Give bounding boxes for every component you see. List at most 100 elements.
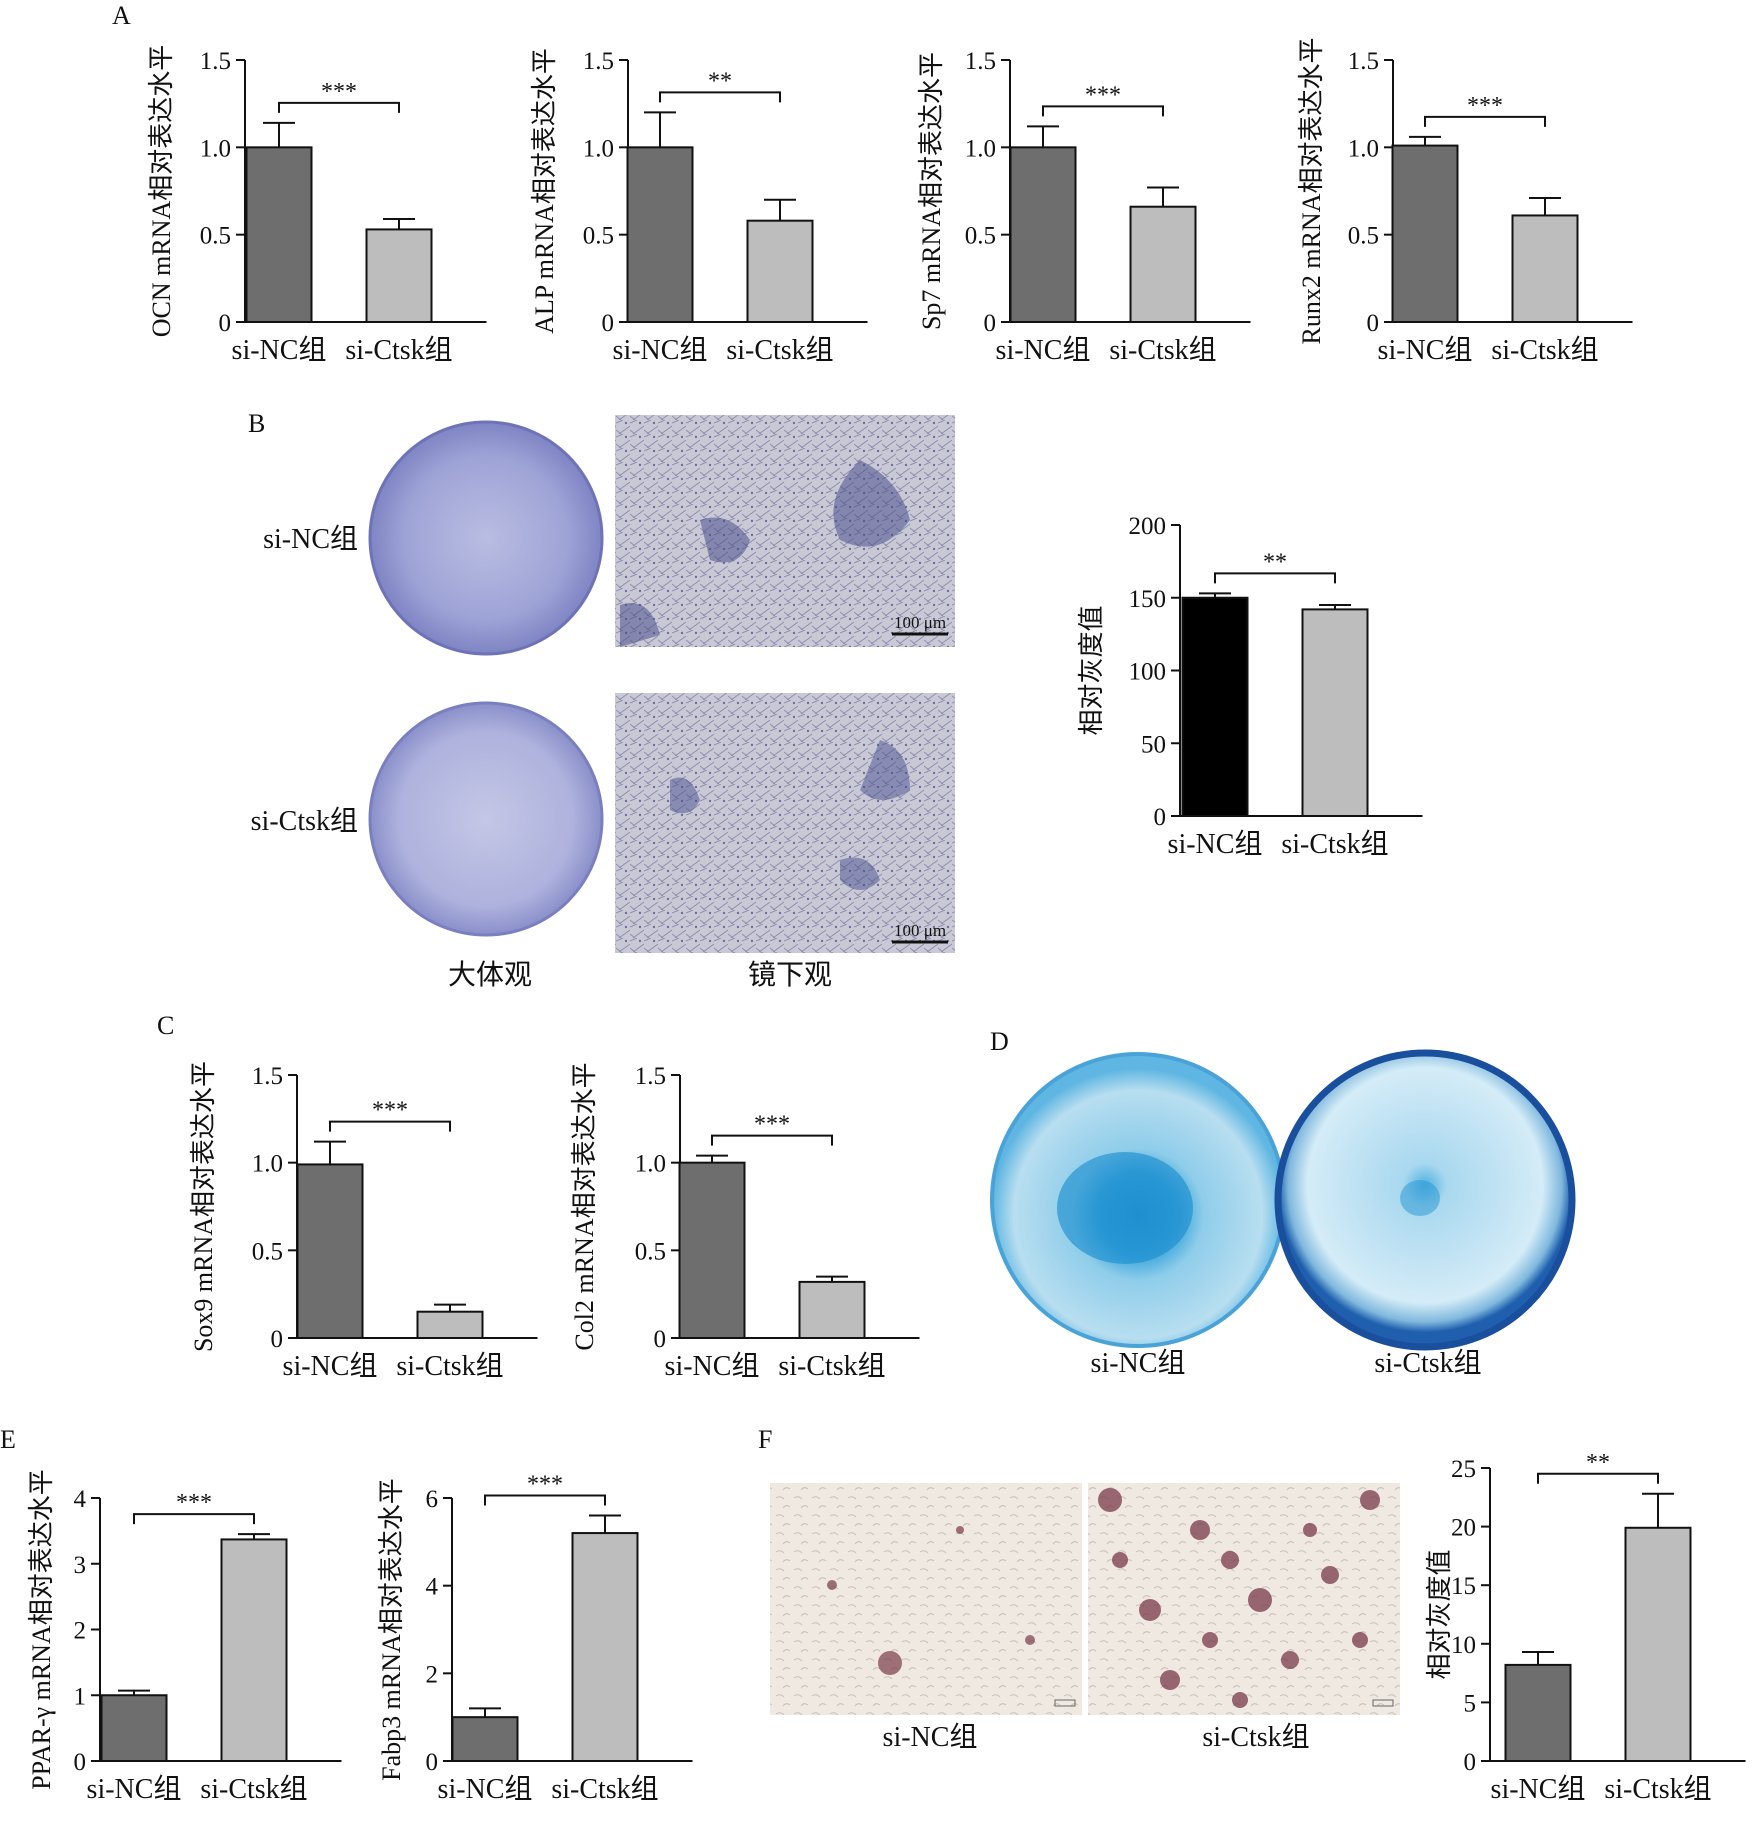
bar-a4-si-ctsk	[1511, 214, 1579, 324]
alp-stain-images: si-NC组 si-Ctsk组 100 μm 100 μm 大体观 镜下观	[251, 415, 955, 991]
significance-bracket-a3	[1042, 105, 1164, 117]
caption-d-si-ctsk: si-Ctsk组	[1374, 1347, 1481, 1379]
y-tick-label-e2: 4	[426, 1574, 439, 1601]
significance-bracket-a2	[659, 91, 781, 103]
y-tick-label-a2: 1.5	[583, 48, 614, 75]
y-tick-label-a1: 0.5	[200, 223, 231, 250]
bar-b1-si-nc	[1181, 596, 1249, 817]
y-tick-label-a3: 1.0	[965, 135, 996, 162]
caption-microscopic-view: 镜下观	[748, 959, 832, 991]
caption-d-si-nc: si-NC组	[1091, 1347, 1186, 1379]
bar-e1-si-nc	[100, 1694, 168, 1762]
alp-stain-cluster-si-nc	[620, 460, 910, 647]
bar-f1-si-ctsk	[1624, 1526, 1692, 1762]
y-tick-label-c1: 0.5	[252, 1238, 283, 1265]
y-tick-label-a4: 0	[1367, 310, 1380, 337]
y-axis-label-b1: 相对灰度值	[1077, 605, 1106, 735]
y-tick-label-b1: 150	[1129, 586, 1167, 613]
y-tick-label-a4: 1.0	[1348, 135, 1379, 162]
y-axis-label-c1: Sox9 mRNA相对表达水平	[189, 1061, 218, 1352]
bar-chart-c2: 0 0.5 1.0 1.5 Col2 mRNA相对表达水平 si-NC组 si-Ctsk组 *…	[570, 1062, 920, 1382]
y-tick-label-a4: 1.5	[1348, 48, 1379, 75]
bar-a3-si-ctsk	[1129, 205, 1197, 323]
row-label-si-ctsk: si-Ctsk组	[251, 805, 358, 837]
category-label-c1: si-Ctsk组	[396, 1350, 503, 1382]
bar-e2-si-nc	[451, 1716, 519, 1762]
bar-a1-si-ctsk	[365, 228, 433, 323]
y-tick-label-e1: 3	[74, 1552, 87, 1579]
category-label-e1: si-Ctsk组	[200, 1773, 307, 1805]
lipid-droplets-si-nc	[827, 1526, 1035, 1675]
scale-bar-label-2: 100 μm	[894, 921, 946, 940]
y-tick-label-c2: 0.5	[635, 1238, 666, 1265]
bar-chart-e1: 0 1 2 3 4 PPAR-γ mRNA相对表达水平 si-NC组 si-Ctsk组 ***	[27, 1469, 342, 1805]
panel-letter-b: B	[248, 409, 265, 438]
panel-letter-d: D	[990, 1027, 1009, 1056]
alcian-blue-images: si-NC组 si-Ctsk组	[990, 1049, 1576, 1379]
lipid-droplets-si-ctsk	[1098, 1488, 1380, 1708]
y-tick-label-a2: 0	[602, 310, 615, 337]
category-label-e1: si-NC组	[87, 1773, 182, 1805]
y-tick-label-b1: 200	[1129, 513, 1167, 540]
bar-c2-si-ctsk	[798, 1280, 866, 1339]
significance-label-c1: ***	[372, 1098, 408, 1124]
y-tick-label-c1: 1.5	[252, 1063, 283, 1090]
row-label-si-nc: si-NC组	[263, 523, 358, 555]
y-tick-label-a2: 1.0	[583, 135, 614, 162]
category-label-b1: si-Ctsk组	[1281, 828, 1388, 860]
bar-f1-si-nc	[1504, 1663, 1572, 1762]
y-tick-label-f1: 15	[1451, 1573, 1476, 1600]
category-label-a3: si-NC组	[996, 334, 1091, 366]
oil-red-micrograph-si-ctsk	[1088, 1483, 1400, 1715]
alp-stain-cluster-si-ctsk	[670, 740, 910, 890]
y-axis-label-f1: 相对灰度值	[1425, 1549, 1454, 1679]
significance-bracket-f1	[1537, 1472, 1659, 1484]
bar-a2-si-nc	[626, 146, 694, 323]
bar-c2-si-nc	[678, 1161, 746, 1339]
bar-chart-a4: 0 0.5 1.0 1.5 Runx2 mRNA相对表达水平 si-NC组 si-Ctsk组…	[1297, 38, 1633, 366]
panel-letter-c: C	[157, 1011, 174, 1040]
bar-b1-si-ctsk	[1301, 608, 1369, 818]
y-axis-label-a4: Runx2 mRNA相对表达水平	[1297, 38, 1326, 345]
y-tick-label-c1: 0	[271, 1326, 284, 1353]
y-tick-label-e1: 1	[74, 1683, 87, 1710]
y-tick-label-c2: 1.5	[635, 1063, 666, 1090]
category-label-a4: si-Ctsk组	[1491, 334, 1598, 366]
bar-e2-si-ctsk	[571, 1532, 639, 1762]
category-label-f1: si-NC组	[1491, 1773, 1586, 1805]
oil-red-images: si-NC组 si-Ctsk组	[770, 1483, 1400, 1753]
significance-bracket-a4	[1424, 115, 1546, 127]
y-tick-label-f1: 25	[1451, 1456, 1476, 1483]
category-label-a4: si-NC组	[1378, 334, 1473, 366]
bar-chart-f1: 0 5 10 15 20 25 相对灰度值 si-NC组 si-Ctsk组 **	[1425, 1450, 1746, 1805]
caption-gross-view: 大体观	[448, 959, 532, 991]
scale-mark-f-si-ctsk	[1372, 1699, 1394, 1707]
category-label-a2: si-Ctsk组	[726, 334, 833, 366]
panel-letter-f: F	[758, 1425, 772, 1454]
significance-label-a1: ***	[321, 79, 357, 105]
y-tick-label-f1: 0	[1464, 1749, 1477, 1776]
category-label-c1: si-NC组	[283, 1350, 378, 1382]
y-tick-label-f1: 20	[1451, 1515, 1476, 1542]
category-label-b1: si-NC组	[1168, 828, 1263, 860]
significance-bracket-c2	[711, 1134, 833, 1146]
significance-label-a3: ***	[1085, 82, 1121, 108]
panel-letter-a: A	[112, 1, 131, 30]
y-tick-label-e1: 2	[74, 1618, 87, 1645]
y-axis-label-a1: OCN mRNA相对表达水平	[147, 45, 176, 338]
alp-dish-si-nc	[368, 420, 604, 656]
bar-a3-si-nc	[1009, 146, 1077, 323]
alp-micrograph-si-ctsk	[615, 693, 955, 953]
y-tick-label-f1: 5	[1464, 1690, 1477, 1717]
y-axis-label-c2: Col2 mRNA相对表达水平	[570, 1062, 599, 1350]
y-tick-label-a3: 1.5	[965, 48, 996, 75]
bar-chart-c1: 0 0.5 1.0 1.5 Sox9 mRNA相对表达水平 si-NC组 si-Ctsk组 *…	[189, 1061, 538, 1382]
bar-a1-si-nc	[245, 146, 313, 323]
oil-red-micrograph-si-nc	[770, 1483, 1082, 1715]
category-label-c2: si-Ctsk组	[778, 1350, 885, 1382]
bar-chart-e2: 0 2 4 6 Fabp3 mRNA相对表达水平 si-NC组 si-Ctsk组 ***	[377, 1472, 693, 1805]
caption-f-si-nc: si-NC组	[883, 1721, 978, 1753]
bar-c1-si-ctsk	[416, 1310, 484, 1339]
alp-dish-si-ctsk	[368, 701, 604, 937]
